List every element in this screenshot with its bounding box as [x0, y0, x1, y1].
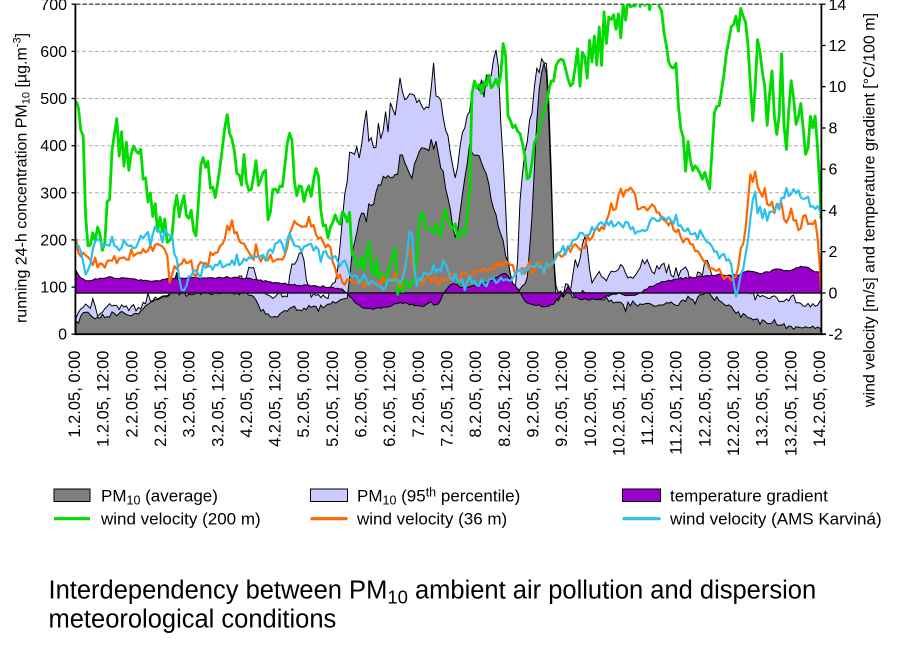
svg-text:14: 14 [829, 0, 847, 14]
svg-text:-2: -2 [829, 327, 843, 344]
svg-text:100: 100 [40, 280, 67, 297]
svg-text:12.2.05, 12:00: 12.2.05, 12:00 [725, 351, 743, 457]
svg-text:6: 6 [829, 162, 838, 179]
svg-text:5.2.05, 12:00: 5.2.05, 12:00 [324, 351, 342, 447]
svg-text:700: 700 [40, 0, 67, 14]
svg-text:4: 4 [829, 203, 838, 220]
svg-text:wind velocity (200 m): wind velocity (200 m) [100, 510, 261, 529]
svg-text:12: 12 [829, 38, 847, 55]
svg-text:13.2.05, 12:00: 13.2.05, 12:00 [782, 351, 800, 457]
svg-text:8.2.05, 12:00: 8.2.05, 12:00 [496, 351, 514, 447]
svg-text:3.2.05, 12:00: 3.2.05, 12:00 [209, 351, 227, 447]
svg-text:11.2.05, 12:00: 11.2.05, 12:00 [668, 351, 686, 455]
svg-text:10.2.05, 0:00: 10.2.05, 0:00 [582, 351, 600, 447]
svg-text:4.2.05, 0:00: 4.2.05, 0:00 [238, 351, 256, 438]
svg-text:Interdependency between PM10 a: Interdependency between PM10 ambient air… [49, 577, 817, 608]
svg-text:3.2.05, 0:00: 3.2.05, 0:00 [181, 351, 199, 438]
svg-text:5.2.05, 0:00: 5.2.05, 0:00 [295, 351, 313, 438]
svg-text:7.2.05, 0:00: 7.2.05, 0:00 [410, 351, 428, 438]
svg-text:12.2.05, 0:00: 12.2.05, 0:00 [696, 351, 714, 447]
svg-text:9.2.05, 0:00: 9.2.05, 0:00 [525, 351, 543, 438]
svg-text:13.2.05, 0:00: 13.2.05, 0:00 [754, 351, 772, 447]
svg-text:4.2.05, 12:00: 4.2.05, 12:00 [267, 351, 285, 447]
svg-text:0: 0 [58, 327, 67, 344]
svg-text:temperature gradient: temperature gradient [670, 487, 828, 506]
svg-text:running 24-h concentration PM1: running 24-h concentration PM10 [µg.m-3] [12, 33, 33, 323]
svg-text:9.2.05, 12:00: 9.2.05, 12:00 [553, 351, 571, 447]
svg-text:PM10 (average): PM10 (average) [101, 487, 218, 508]
svg-text:14.2.05, 0:00: 14.2.05, 0:00 [811, 351, 829, 447]
svg-text:2.2.05, 12:00: 2.2.05, 12:00 [152, 351, 170, 447]
svg-text:6.2.05, 0:00: 6.2.05, 0:00 [353, 351, 371, 438]
svg-text:1.2.05, 0:00: 1.2.05, 0:00 [66, 351, 84, 438]
svg-text:meteorological conditions: meteorological conditions [49, 606, 337, 634]
svg-text:8.2.05, 0:00: 8.2.05, 0:00 [467, 351, 485, 438]
svg-text:500: 500 [40, 91, 67, 108]
svg-text:wind velocity (AMS Karviná): wind velocity (AMS Karviná) [669, 510, 882, 529]
svg-text:11.2.05, 0:00: 11.2.05, 0:00 [639, 351, 657, 446]
svg-text:6.2.05, 12:00: 6.2.05, 12:00 [381, 351, 399, 447]
svg-text:0: 0 [829, 286, 838, 303]
svg-text:400: 400 [40, 138, 67, 155]
svg-text:8: 8 [829, 121, 838, 138]
svg-text:2.2.05, 0:00: 2.2.05, 0:00 [123, 351, 141, 438]
svg-text:7.2.05, 12:00: 7.2.05, 12:00 [439, 351, 457, 447]
svg-text:wind velocity [m/s] and tempe: wind velocity [m/s] and temperature grad… [862, 13, 879, 408]
svg-text:PM10 (95th percentile): PM10 (95th percentile) [357, 486, 520, 508]
svg-text:600: 600 [40, 44, 67, 61]
svg-text:200: 200 [40, 232, 67, 249]
svg-text:1.2.05, 12:00: 1.2.05, 12:00 [95, 351, 113, 447]
svg-text:300: 300 [40, 185, 67, 202]
svg-text:wind velocity (36 m): wind velocity (36 m) [356, 510, 507, 529]
svg-text:2: 2 [829, 244, 838, 261]
svg-text:10: 10 [829, 79, 847, 96]
svg-text:10.2.05, 12:00: 10.2.05, 12:00 [610, 351, 628, 457]
